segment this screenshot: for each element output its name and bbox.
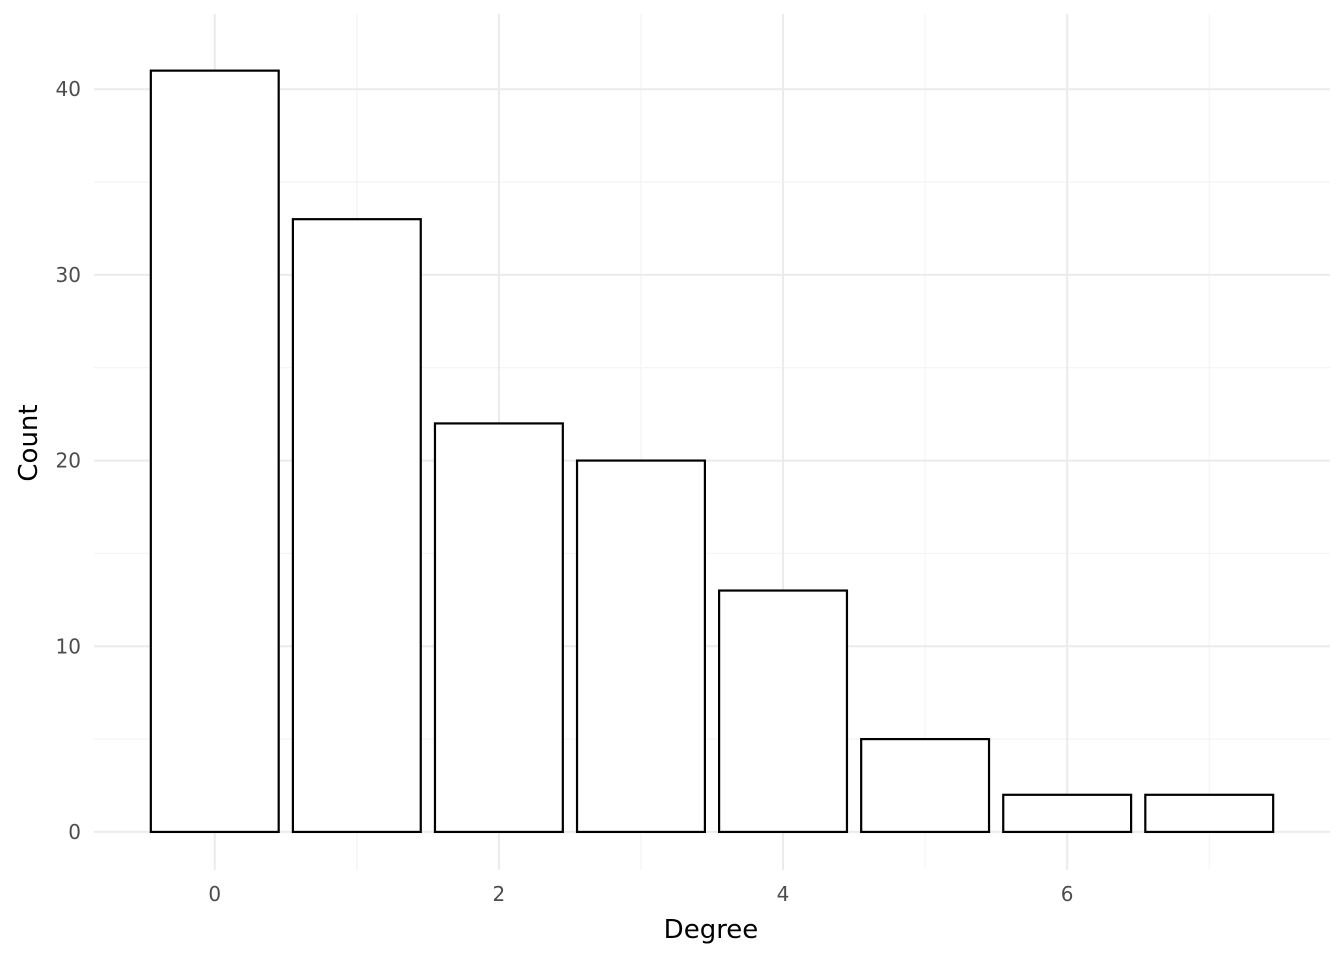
y-tick-label: 0 xyxy=(68,820,81,844)
x-tick-label: 4 xyxy=(777,882,790,906)
x-axis-ticks: 0 2 4 6 xyxy=(208,882,1073,906)
x-axis-title: Degree xyxy=(664,915,759,945)
y-tick-label: 40 xyxy=(56,77,81,101)
x-tick-label: 0 xyxy=(208,882,221,906)
bar-degree-7 xyxy=(1144,793,1275,834)
y-axis-title: Count xyxy=(14,404,44,481)
bar-degree-6 xyxy=(1002,793,1133,834)
bar-degree-1 xyxy=(291,218,422,834)
x-tick-label: 2 xyxy=(493,882,506,906)
bars xyxy=(149,69,1275,834)
bar-degree-4 xyxy=(718,589,849,834)
y-tick-label: 10 xyxy=(56,634,81,658)
x-tick-label: 6 xyxy=(1061,882,1074,906)
bar-degree-3 xyxy=(575,459,706,834)
bar-degree-2 xyxy=(433,422,564,834)
y-tick-label: 20 xyxy=(56,449,81,473)
y-axis-ticks: 0 10 20 30 40 xyxy=(56,77,81,844)
y-tick-label: 30 xyxy=(56,263,81,287)
bar-degree-0 xyxy=(149,69,280,834)
bar-degree-5 xyxy=(860,737,991,834)
